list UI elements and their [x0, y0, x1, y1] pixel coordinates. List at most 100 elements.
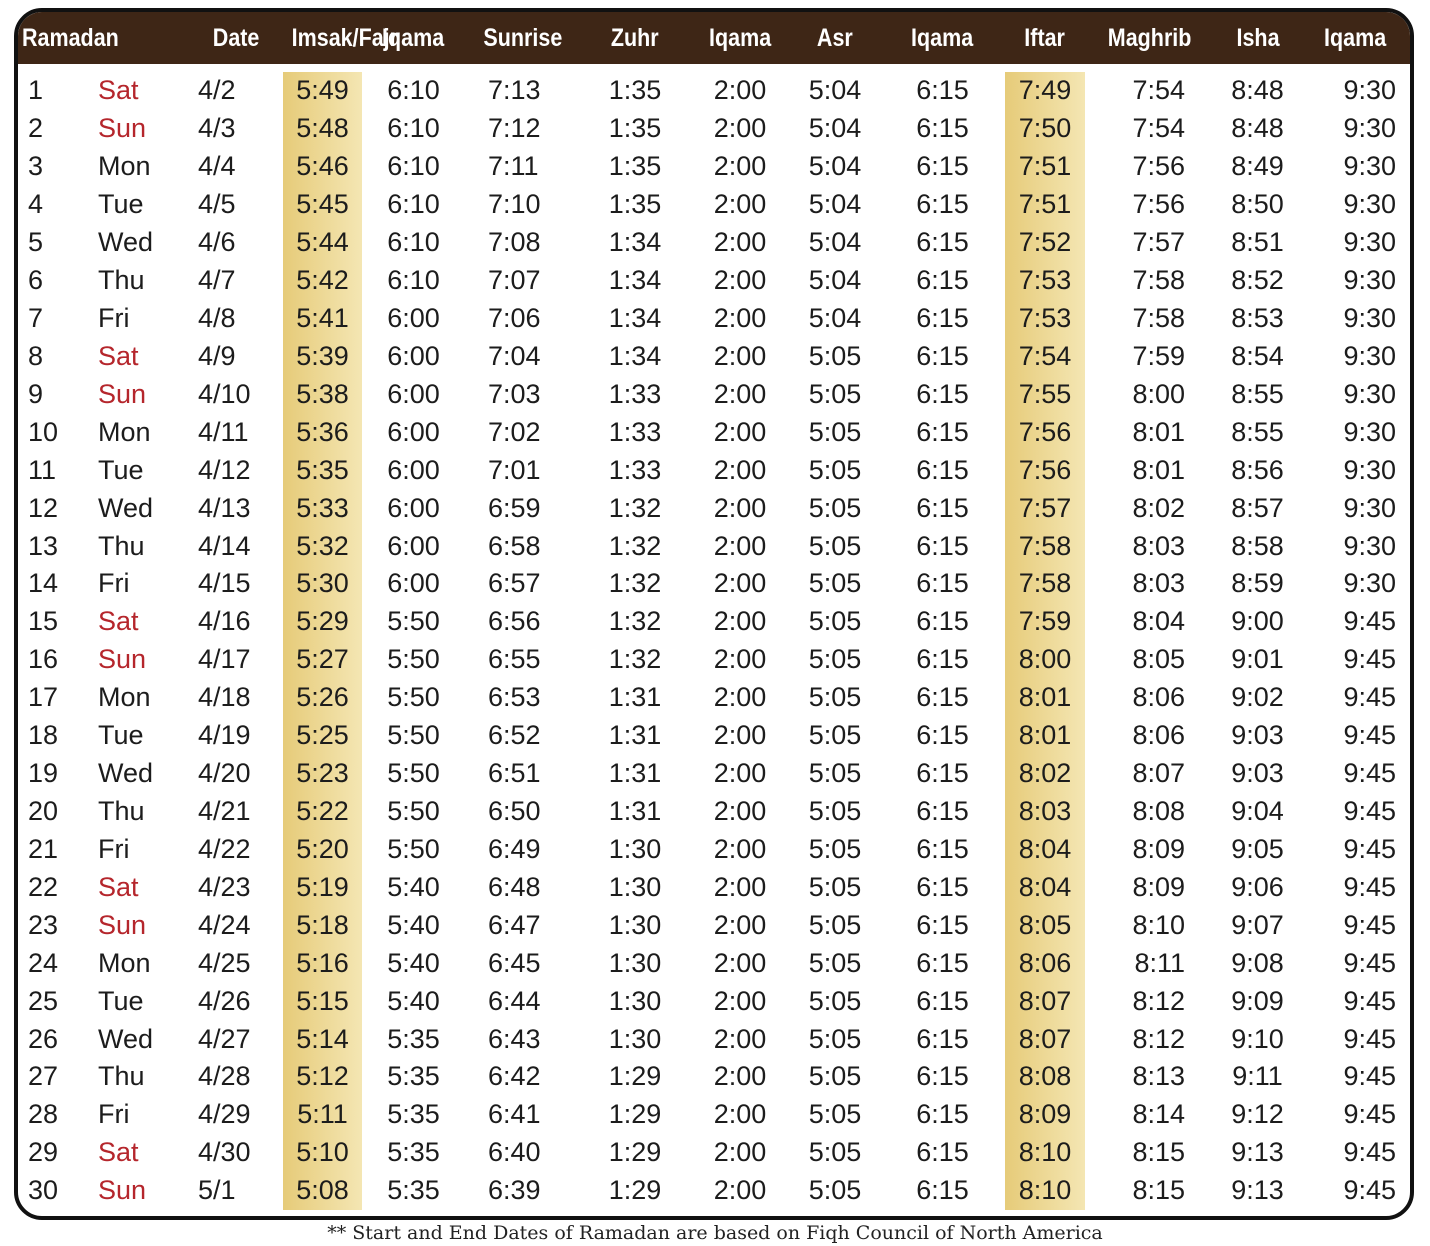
cell: 6:15	[916, 1175, 969, 1206]
cell: 2:00	[713, 492, 767, 523]
cell: 6:15	[916, 340, 969, 371]
cell: 1:30	[608, 833, 662, 864]
cell: 4/29	[198, 1099, 251, 1130]
cell: 5:27	[283, 640, 363, 679]
cell: Mon	[98, 416, 151, 447]
cell: 6:15	[916, 492, 969, 523]
cell: 7:53	[1005, 299, 1086, 338]
cell: Tue	[98, 985, 144, 1016]
cell: 8:01	[1132, 416, 1186, 447]
cell: 4/8	[198, 302, 236, 333]
cell: 27	[28, 1061, 59, 1092]
cell: 8:50	[1231, 189, 1284, 220]
day-row: 15 Sat 4/16 5:29 5:50 6:56 1:32 2:00 5:05 6:15 7:5…	[18, 602, 1410, 641]
cell: 7:57	[1132, 227, 1186, 258]
cell: 9:01	[1231, 644, 1284, 675]
cell: 1:33	[608, 378, 662, 409]
cell: 5:05	[808, 1061, 862, 1092]
cell: Tue	[98, 720, 144, 751]
cell: 8:14	[1132, 1099, 1186, 1130]
cell: 9:30	[1343, 113, 1397, 144]
cell: 9:30	[1343, 568, 1397, 599]
cell: 6:10	[387, 113, 440, 144]
cell: 1:30	[608, 909, 662, 940]
cell: 6:40	[488, 1137, 541, 1168]
cell: 9:30	[1343, 492, 1397, 523]
cell: 6:39	[488, 1175, 541, 1206]
cell: 9:45	[1343, 606, 1397, 637]
cell: Thu	[98, 265, 145, 296]
cell: 6:59	[488, 492, 541, 523]
cell: 7:52	[1005, 223, 1086, 262]
cell: 6:52	[488, 720, 541, 751]
cell: 6:41	[488, 1099, 541, 1130]
cell: 9:45	[1343, 947, 1397, 978]
cell: 6:50	[488, 795, 541, 826]
cell: 1:34	[608, 302, 662, 333]
cell: 8:10	[1005, 1133, 1086, 1172]
cell: Thu	[98, 1061, 145, 1092]
cell: 5:05	[808, 947, 862, 978]
cell: 1:30	[608, 1023, 662, 1054]
cell: 8:52	[1231, 265, 1284, 296]
cell: 5:05	[808, 833, 862, 864]
cell: 1:30	[608, 871, 662, 902]
cell: 7:54	[1132, 75, 1186, 106]
header-text: Zuhr	[611, 23, 659, 52]
cell: 1:32	[608, 644, 662, 675]
cell: 5:11	[283, 1095, 363, 1134]
cell: 2:00	[713, 1175, 767, 1206]
cell: 13	[28, 530, 59, 561]
cell: 5:49	[283, 72, 363, 110]
cell: 7:56	[1005, 451, 1086, 490]
cell: 7:08	[488, 227, 541, 258]
cell: 2:00	[713, 758, 767, 789]
cell: 8:06	[1132, 682, 1186, 713]
cell: 6:15	[916, 1061, 969, 1092]
cell: 9:30	[1343, 454, 1397, 485]
cell: 9:45	[1343, 833, 1397, 864]
day-row: 2 Sun 4/3 5:48 6:10 7:12 1:35 2:00 5:04 6:15 7:50 7…	[18, 109, 1410, 148]
cell: 7:04	[488, 340, 541, 371]
day-row: 6 Thu 4/7 5:42 6:10 7:07 1:34 2:00 5:04 6:15 7:53 7…	[18, 261, 1410, 300]
cell: 4/3	[198, 113, 236, 144]
cell: 4/10	[198, 378, 251, 409]
cell: 6:10	[387, 189, 440, 220]
header-text: Iftar	[1024, 23, 1066, 52]
cell: 5:40	[387, 871, 440, 902]
cell: 5:30	[283, 564, 363, 603]
cell: 8:00	[1005, 640, 1086, 679]
header-text: Isha	[1236, 23, 1280, 52]
cell: 9:02	[1231, 682, 1284, 713]
column-header: Isha	[1215, 12, 1300, 64]
cell: 9:07	[1231, 909, 1284, 940]
cell: 8:04	[1132, 606, 1186, 637]
cell: 6:15	[916, 758, 969, 789]
cell: 14	[28, 568, 59, 599]
cell: 6:15	[916, 302, 969, 333]
header-text: Ramadan	[22, 23, 119, 52]
header-text: Imsak/Fajr	[291, 23, 399, 52]
cell: 16	[28, 644, 59, 675]
day-row: 4 Tue 4/5 5:45 6:10 7:10 1:35 2:00 5:04 6:15 7:51 7…	[18, 185, 1410, 224]
cell: 4/24	[198, 909, 251, 940]
cell: 7:54	[1132, 113, 1186, 144]
cell: 1:30	[608, 947, 662, 978]
cell: 6:15	[916, 947, 969, 978]
cell: 5:50	[387, 644, 440, 675]
cell: 5:04	[808, 302, 862, 333]
cell: 8:04	[1005, 868, 1086, 907]
cell: 8:48	[1231, 113, 1284, 144]
cell: 9:03	[1231, 758, 1284, 789]
cell: 7	[28, 302, 44, 333]
cell: 9:45	[1343, 871, 1397, 902]
day-row: 30 Sun 5/1 5:08 5:35 6:39 1:29 2:00 5:05 6:15 8:10…	[18, 1171, 1410, 1210]
cell: 5:05	[808, 795, 862, 826]
cell: 5:35	[283, 451, 363, 490]
cell: 6:15	[916, 795, 969, 826]
day-row: 11 Tue 4/12 5:35 6:00 7:01 1:33 2:00 5:05 6:15 7:5…	[18, 451, 1410, 490]
cell: 5:35	[387, 1099, 440, 1130]
cell: 4/15	[198, 568, 251, 599]
cell: 7:58	[1005, 564, 1086, 603]
cell: 1:31	[608, 720, 662, 751]
